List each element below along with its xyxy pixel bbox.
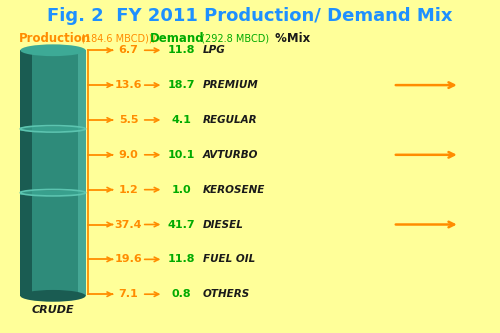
Text: 9.0: 9.0 xyxy=(118,150,139,160)
Text: 37.4: 37.4 xyxy=(115,219,142,229)
Text: 5.5: 5.5 xyxy=(119,115,139,125)
Text: 1.0: 1.0 xyxy=(172,185,191,195)
Text: 11.8: 11.8 xyxy=(168,45,195,55)
Text: 13.6: 13.6 xyxy=(115,80,142,90)
Text: DIESEL: DIESEL xyxy=(203,219,243,229)
Text: AVTURBO: AVTURBO xyxy=(203,150,258,160)
Bar xyxy=(20,50,32,296)
Text: KEROSENE: KEROSENE xyxy=(203,185,265,195)
Text: 11.8: 11.8 xyxy=(168,254,195,264)
Bar xyxy=(20,127,86,131)
Bar xyxy=(78,50,86,296)
Bar xyxy=(20,50,86,296)
Text: LPG: LPG xyxy=(203,45,226,55)
Text: CRUDE: CRUDE xyxy=(32,305,74,315)
Text: Fig. 2  FY 2011 Production/ Demand Mix: Fig. 2 FY 2011 Production/ Demand Mix xyxy=(47,7,453,25)
Text: (292.8 MBCD): (292.8 MBCD) xyxy=(198,34,268,44)
Ellipse shape xyxy=(20,44,86,56)
Bar xyxy=(20,191,86,195)
Ellipse shape xyxy=(20,290,86,302)
Text: 4.1: 4.1 xyxy=(172,115,192,125)
Text: OTHERS: OTHERS xyxy=(203,289,250,299)
Text: 0.8: 0.8 xyxy=(172,289,191,299)
Text: 7.1: 7.1 xyxy=(118,289,139,299)
Text: PREMIUM: PREMIUM xyxy=(203,80,258,90)
Text: 1.2: 1.2 xyxy=(118,185,139,195)
Text: 6.7: 6.7 xyxy=(118,45,139,55)
Text: 18.7: 18.7 xyxy=(168,80,195,90)
Text: %Mix: %Mix xyxy=(272,32,310,45)
Text: 10.1: 10.1 xyxy=(168,150,195,160)
Text: (184.6 MBCD))/: (184.6 MBCD))/ xyxy=(78,34,156,44)
Text: 19.6: 19.6 xyxy=(114,254,142,264)
Text: REGULAR: REGULAR xyxy=(203,115,258,125)
Text: FUEL OIL: FUEL OIL xyxy=(203,254,255,264)
Text: 41.7: 41.7 xyxy=(168,219,195,229)
Text: Demand: Demand xyxy=(150,32,204,45)
Text: Production: Production xyxy=(19,32,91,45)
